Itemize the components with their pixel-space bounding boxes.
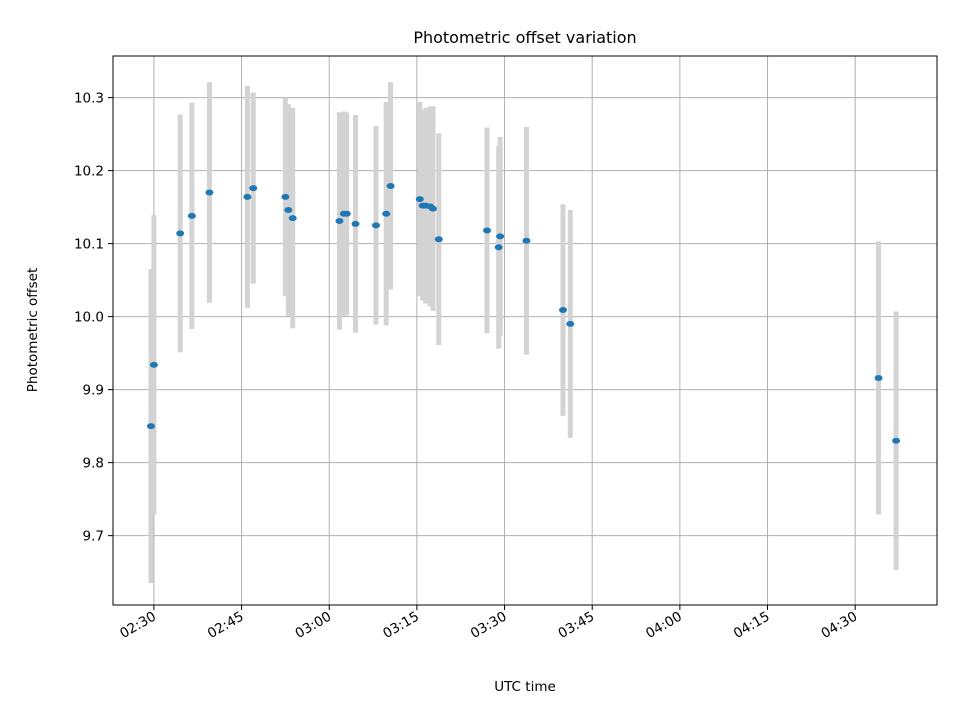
y-tick-label: 9.8	[83, 456, 104, 472]
chart-title: Photometric offset variation	[413, 28, 636, 47]
data-points	[146, 182, 901, 444]
y-tick-label: 10.1	[74, 237, 104, 253]
y-tick-label: 10.2	[74, 164, 104, 180]
data-point	[428, 205, 437, 212]
data-point	[243, 193, 252, 200]
y-axis-ticks: 9.7 9.8 9.9 10.0 10.1 10.2 10.3	[74, 91, 113, 545]
data-point	[342, 210, 351, 217]
data-point	[494, 244, 503, 251]
data-point	[496, 233, 505, 240]
data-point	[558, 307, 567, 314]
y-tick-label: 9.7	[83, 529, 104, 545]
data-point	[284, 207, 293, 214]
y-tick-label: 9.9	[83, 383, 104, 399]
data-point	[335, 217, 344, 224]
data-point	[483, 227, 492, 234]
data-point	[522, 237, 531, 244]
data-point	[892, 437, 901, 444]
data-point	[351, 220, 360, 227]
data-point	[874, 374, 883, 381]
data-point	[288, 215, 297, 222]
data-point	[146, 423, 155, 430]
data-point	[434, 236, 443, 243]
data-point	[371, 222, 380, 229]
data-point	[566, 320, 575, 327]
data-point	[382, 210, 391, 217]
data-point	[415, 196, 424, 203]
y-tick-label: 10.3	[74, 91, 104, 107]
data-point	[386, 182, 395, 189]
data-point	[205, 189, 214, 196]
y-tick-label: 10.0	[74, 310, 104, 326]
plot-frame	[112, 55, 938, 606]
data-point	[187, 212, 196, 219]
y-axis-label: Photometric offset	[25, 268, 41, 392]
data-point	[281, 193, 290, 200]
data-point	[149, 361, 158, 368]
x-axis-label: UTC time	[494, 679, 556, 695]
data-point	[176, 230, 185, 237]
data-point	[249, 185, 258, 192]
